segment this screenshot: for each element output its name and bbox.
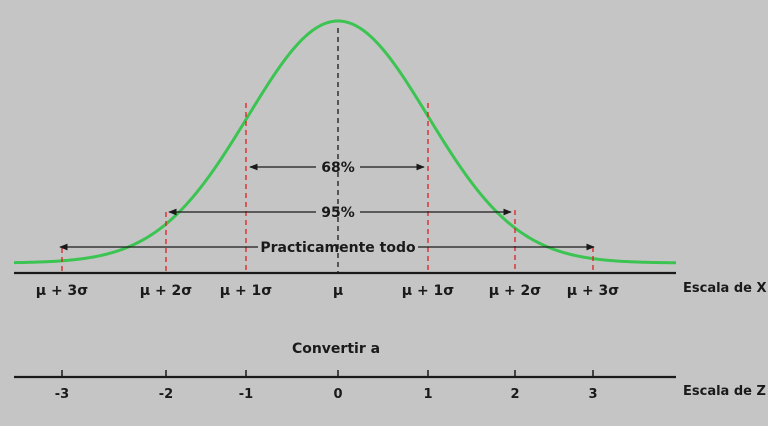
z-scale-label: Escala de Z	[683, 384, 766, 399]
range-all-label: Practicamente todo	[260, 240, 416, 256]
z-tick-3: 3	[588, 387, 597, 402]
z-tick-1: 1	[423, 387, 432, 402]
z-tick-minus-3: -3	[55, 387, 69, 402]
z-tick-0: 0	[333, 387, 342, 402]
z-tick-minus-2: -2	[159, 387, 173, 402]
x-tick-minus-3: μ + 3σ	[36, 283, 89, 299]
x-tick-mean: μ	[333, 283, 343, 299]
range-68-label: 68%	[321, 160, 355, 176]
z-tick-2: 2	[510, 387, 519, 402]
x-tick-plus-1: μ + 1σ	[402, 283, 455, 299]
range-95-label: 95%	[321, 205, 355, 221]
convert-label: Convertir a	[292, 341, 380, 357]
x-tick-plus-2: μ + 2σ	[489, 283, 542, 299]
x-tick-plus-3: μ + 3σ	[567, 283, 620, 299]
x-tick-minus-2: μ + 2σ	[140, 283, 193, 299]
z-tick-minus-1: -1	[239, 387, 253, 402]
x-scale-label: Escala de X	[683, 281, 767, 296]
x-tick-minus-1: μ + 1σ	[220, 283, 273, 299]
bell-curve	[13, 19, 677, 265]
